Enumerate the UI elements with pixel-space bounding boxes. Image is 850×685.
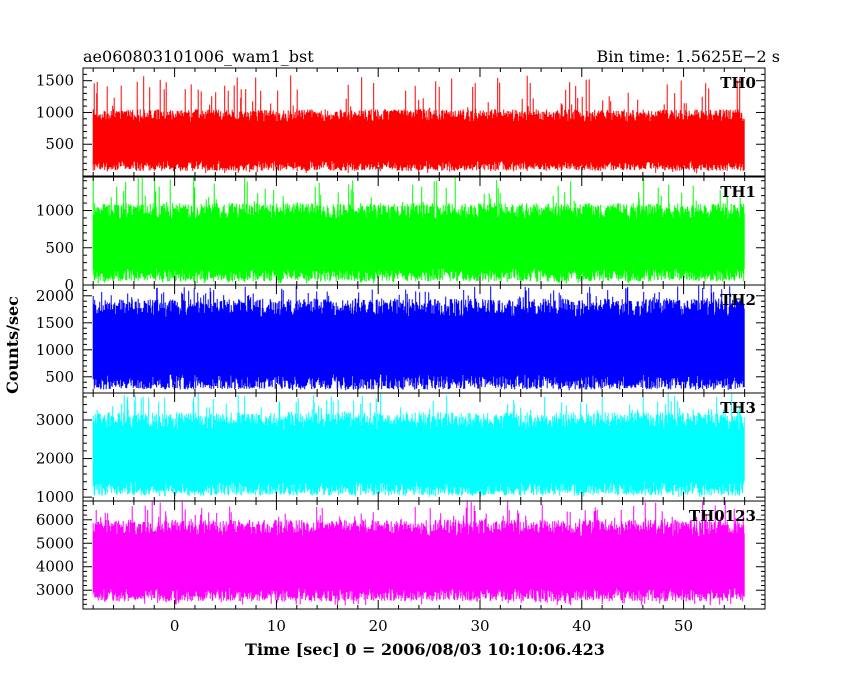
y-tick-label: 5000 [36,534,74,552]
x-tick-label: 10 [267,617,286,635]
x-axis-title: Time [sec] 0 = 2006/08/03 10:10:06.423 [245,640,605,659]
x-tick-label: 40 [572,617,591,635]
y-tick-label: 3000 [36,581,74,599]
y-tick-label: 1000 [36,341,74,359]
panel-frame [82,500,766,610]
series-label: TH0123 [689,507,756,525]
y-tick-label: 2000 [36,287,74,305]
y-tick-label: 500 [45,368,74,386]
series-line-th0 [92,75,745,174]
series-line-th1 [92,177,745,284]
panel-th2: 500 1000 1500 2000 TH2 [36,284,766,394]
x-tick-label: 20 [369,617,388,635]
y-tick-label: 1000 [36,488,74,506]
series-label: TH2 [720,291,756,309]
series-label: TH0 [720,74,756,92]
y-tick-label: 500 [45,135,74,153]
panel-frame [82,67,766,177]
series-label: TH1 [720,183,756,201]
chart-title: ae060803101006_wam1_bst [83,47,314,66]
y-tick-label: 1500 [36,72,74,90]
panel-th3: 1000 2000 3000 TH3 [36,392,766,506]
series-line-th3 [92,393,745,497]
series-line-th2 [92,285,745,391]
series-label: TH3 [720,399,756,417]
x-tick-label: 0 [170,617,180,635]
y-tick-label: 1500 [36,314,74,332]
panel-th0: 500 1000 1500 TH0 [36,67,766,177]
bin-time-label: Bin time: 1.5625E−2 s [597,47,780,66]
y-tick-label: 2000 [36,450,74,468]
y-tick-label: 1000 [36,103,74,121]
x-tick-label: 30 [470,617,489,635]
y-axis-title: Counts/sec [3,296,22,394]
x-tick-label: 50 [674,617,693,635]
y-tick-label: 0 [64,276,74,294]
y-tick-label: 500 [45,239,74,257]
y-tick-label: 3000 [36,411,74,429]
y-tick-label: 4000 [36,558,74,576]
y-tick-label: 1000 [36,202,74,220]
y-tick-label: 6000 [36,511,74,529]
series-line-th0123 [92,501,745,606]
panel-th1: 0 500 1000 TH1 [36,176,766,294]
panel-th0123: 3000 4000 5000 6000 TH0123 [36,500,766,610]
